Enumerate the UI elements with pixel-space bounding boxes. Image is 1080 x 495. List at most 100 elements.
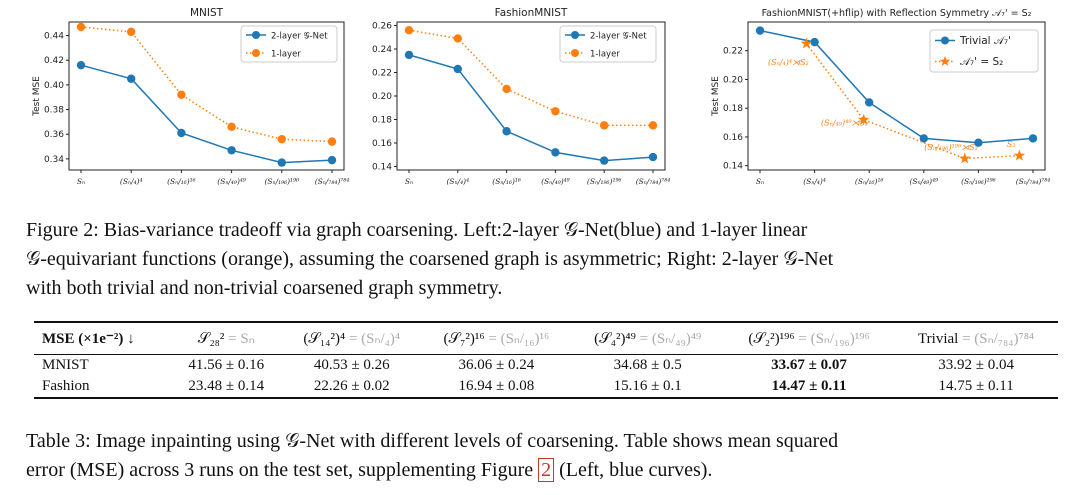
table-cell-best: 14.47 ± 0.11 bbox=[771, 378, 847, 394]
data-point bbox=[177, 128, 186, 138]
table-cell: 34.68 ± 0.5 bbox=[613, 357, 682, 373]
table-cell: 41.56 ± 0.16 bbox=[188, 357, 265, 373]
header-col: (𝒮₁₄²)⁴ = (Sₙ/₄)⁴ bbox=[282, 322, 421, 355]
header-mse: MSE (×1e⁻²) ↓ bbox=[34, 322, 170, 355]
table-cell: 15.16 ± 0.1 bbox=[613, 378, 682, 394]
table-caption-text: (Left, blue curves). bbox=[554, 459, 713, 481]
x-tick-label: Sₙ bbox=[405, 177, 413, 186]
header-col: 𝒮₂₈² = Sₙ bbox=[170, 322, 282, 355]
table-cell: 16.94 ± 0.08 bbox=[458, 378, 535, 394]
plot-frame bbox=[68, 21, 345, 171]
figure-caption-line: 𝒢-equivariant functions (orange), assumi… bbox=[26, 248, 834, 270]
table-cell: 33.92 ± 0.04 bbox=[938, 357, 1014, 373]
x-tick-label: (Sₙ/₄)⁴ bbox=[803, 177, 826, 186]
data-point bbox=[810, 37, 819, 47]
table-row: Fashion 23.48 ± 0.14 22.26 ± 0.02 16.94 … bbox=[34, 376, 1058, 398]
chart-mnist: MNIST Test MSE 0.34 0.36 0.38 0.40 0.42 0.44 Sₙ (… bbox=[26, 0, 356, 205]
header-main: MSE (×1e⁻²) ↓ bbox=[42, 331, 135, 347]
figure-ref-link[interactable]: 2 bbox=[538, 458, 555, 482]
legend-label: 2-layer 𝒢-Net bbox=[271, 32, 328, 42]
x-tick-label: (Sₙ/₄₉)⁴⁹ bbox=[910, 177, 939, 186]
x-tick-label: (Sₙ/₁₉₆)¹⁹⁶ bbox=[961, 177, 996, 186]
point-annotation: S₂ bbox=[1007, 140, 1016, 149]
data-point bbox=[755, 26, 765, 35]
legend-swatch-dot bbox=[941, 36, 949, 45]
results-table: MSE (×1e⁻²) ↓ 𝒮₂₈² = Sₙ (𝒮₁₄²)⁴ = (Sₙ/₄)… bbox=[34, 321, 1058, 399]
header-main: (𝒮₁₄²)⁴ bbox=[303, 331, 346, 347]
table-cell: 40.53 ± 0.26 bbox=[313, 357, 390, 373]
data-point bbox=[404, 26, 414, 35]
y-tick-label: 0.40 bbox=[44, 81, 64, 91]
x-tick-label: (Sₙ/₇₈₄)⁷⁸⁴ bbox=[636, 177, 671, 186]
legend-swatch-dot bbox=[571, 31, 579, 39]
y-tick-label: 0.22 bbox=[372, 69, 392, 79]
y-tick-label: 0.24 bbox=[372, 45, 392, 55]
data-point bbox=[327, 137, 337, 146]
legend-label: 1-layer bbox=[271, 50, 301, 60]
data-point bbox=[277, 134, 286, 144]
data-point bbox=[404, 50, 414, 60]
x-tick-label: Sₙ bbox=[756, 177, 764, 186]
table-row: MNIST 41.56 ± 0.16 40.53 ± 0.26 36.06 ± … bbox=[34, 355, 1058, 377]
data-point bbox=[551, 107, 560, 116]
table-cell-best: 33.67 ± 0.07 bbox=[771, 357, 847, 373]
plot-frame bbox=[747, 21, 1046, 171]
data-point bbox=[76, 60, 86, 70]
series-line bbox=[805, 43, 1020, 160]
x-tick-label: Sₙ bbox=[77, 177, 85, 186]
series-line bbox=[408, 54, 654, 162]
y-tick-label: 0.42 bbox=[44, 56, 64, 66]
header-grey: = Sₙ bbox=[224, 331, 255, 347]
data-point bbox=[127, 74, 136, 83]
header-col: Trivial = (Sₙ/₇₈₄)⁷⁸⁴ bbox=[894, 322, 1058, 355]
table-cell: 23.48 ± 0.14 bbox=[188, 378, 265, 394]
chart-fashionmnist-svg: FashionMNIST 0.14 0.16 0.18 0.20 0.22 0.24 0.26… bbox=[372, 7, 671, 186]
chart-title: FashionMNIST bbox=[495, 7, 568, 19]
data-point-star bbox=[858, 113, 870, 125]
table-caption: Table 3: Image inpainting using 𝒢-Net wi… bbox=[26, 427, 1062, 485]
data-point-star bbox=[959, 152, 971, 164]
header-main: (𝒮₂²)¹⁹⁶ bbox=[748, 331, 795, 347]
y-tick-label: 0.20 bbox=[372, 92, 392, 102]
y-tick-label: 0.34 bbox=[44, 155, 64, 165]
y-tick-label: 0.18 bbox=[372, 115, 392, 125]
data-point bbox=[1028, 134, 1038, 143]
y-tick-label: 0.36 bbox=[44, 130, 64, 140]
y-tick-label: 0.16 bbox=[723, 133, 743, 143]
data-point bbox=[502, 127, 511, 136]
header-main: Trivial bbox=[918, 331, 959, 347]
y-axis-label: Test MSE bbox=[711, 76, 721, 117]
header-main: (𝒮₇²)¹⁶ bbox=[443, 331, 485, 347]
legend-label: 𝒜₇' = S₂ bbox=[960, 56, 1003, 68]
data-point bbox=[76, 22, 86, 32]
chart-mnist-svg: MNIST Test MSE 0.34 0.36 0.38 0.40 0.42 0.44 Sₙ (… bbox=[32, 7, 350, 186]
header-main: 𝒮₂₈² bbox=[197, 331, 225, 347]
y-tick-label: 0.44 bbox=[44, 32, 64, 42]
chart-hflip: FashionMNIST(+hflip) with Reflection Sym… bbox=[710, 0, 1055, 205]
header-col: (𝒮₄²)⁴⁹ = (Sₙ/₄₉)⁴⁹ bbox=[572, 322, 724, 355]
figure-caption: Figure 2: Bias-variance tradeoff via gra… bbox=[26, 216, 1062, 303]
x-tick-label: (Sₙ/₁₆)¹⁶ bbox=[492, 177, 521, 186]
y-tick-label: 0.26 bbox=[372, 22, 392, 32]
point-annotation: (Sₙ/₄)⁴⋊S₂ bbox=[768, 58, 809, 67]
chart-title: FashionMNIST(+hflip) with Reflection Sym… bbox=[762, 8, 1032, 19]
table-caption-line: error (MSE) across 3 runs on the test se… bbox=[26, 456, 1062, 485]
header-grey: = (Sₙ/₄)⁴ bbox=[345, 331, 401, 347]
chart-hflip-svg: FashionMNIST(+hflip) with Reflection Sym… bbox=[711, 8, 1050, 186]
legend-box bbox=[929, 29, 1039, 73]
table-cell: 22.26 ± 0.02 bbox=[313, 378, 390, 394]
x-tick-label: (Sₙ/₄)⁴ bbox=[447, 177, 470, 186]
chart-fashionmnist: FashionMNIST 0.14 0.16 0.18 0.20 0.22 0.24 0.26… bbox=[360, 0, 680, 205]
data-point bbox=[327, 155, 337, 165]
x-tick-label: (Sₙ/₇₈₄)⁷⁸⁴ bbox=[315, 177, 350, 186]
y-axis-label: Test MSE bbox=[32, 76, 42, 117]
x-tick-label: (Sₙ/₄₉)⁴⁹ bbox=[217, 177, 246, 186]
x-tick-label: (Sₙ/₁₆)¹⁶ bbox=[855, 177, 884, 186]
point-annotation: (Sₙ/₄₉)⁴⁹⋊S₂ bbox=[821, 118, 868, 127]
series-line bbox=[80, 64, 333, 164]
table-caption-line: Table 3: Image inpainting using 𝒢-Net wi… bbox=[26, 430, 839, 452]
y-tick-label: 0.14 bbox=[372, 162, 392, 172]
legend-label: 1-layer bbox=[590, 50, 620, 60]
data-point bbox=[551, 148, 560, 157]
y-tick-label: 0.38 bbox=[44, 106, 64, 116]
